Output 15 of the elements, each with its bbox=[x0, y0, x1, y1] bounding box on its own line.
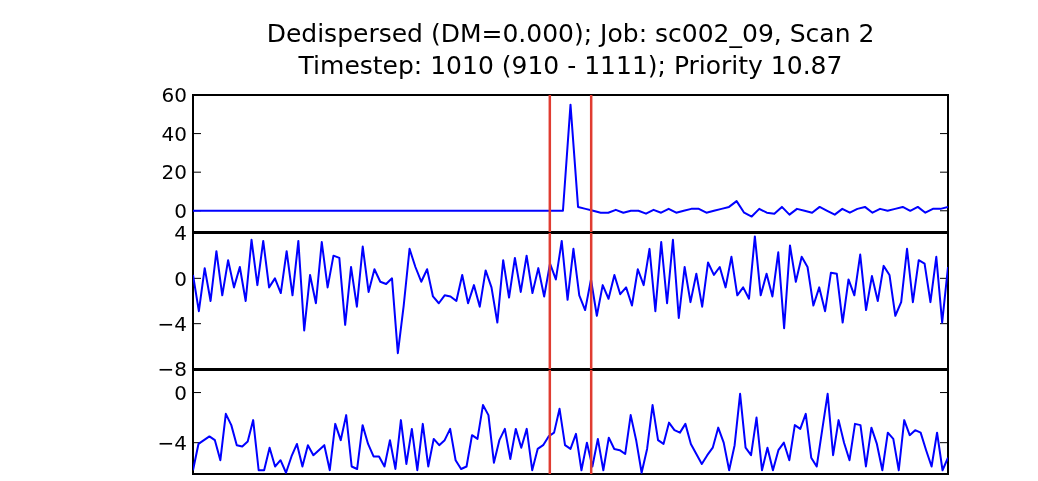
y-tick-label: −8 bbox=[157, 357, 187, 382]
y-tick-label: 4 bbox=[174, 221, 187, 246]
y-tick-label: 60 bbox=[161, 83, 187, 108]
line-series bbox=[193, 103, 948, 218]
y-tick-label: 0 bbox=[174, 198, 187, 223]
chart-title: Dedispersed (DM=0.000); Job: sc002_09, Scan 2 bbox=[266, 19, 875, 48]
y-tick-label: 20 bbox=[161, 160, 187, 185]
chart-subtitle: Timestep: 1010 (910 - 1111); Priority 10.87 bbox=[297, 51, 843, 80]
line-series bbox=[193, 392, 948, 474]
line-series bbox=[193, 235, 948, 355]
y-tick-label: 40 bbox=[161, 121, 187, 146]
y-tick-label: 0 bbox=[174, 266, 187, 291]
y-tick-label: −4 bbox=[157, 311, 187, 336]
y-tick-label: 0 bbox=[174, 380, 187, 405]
y-tick-label: −4 bbox=[157, 430, 187, 455]
